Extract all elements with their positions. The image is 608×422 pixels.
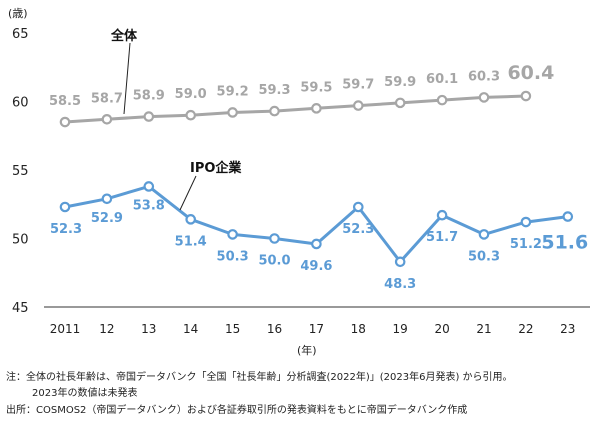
- data-label: 59.2: [217, 84, 249, 99]
- data-point: [185, 109, 196, 121]
- data-label: 51.2: [510, 237, 542, 252]
- data-label: 50.3: [217, 249, 249, 264]
- x-tick-label: 23: [560, 322, 575, 336]
- callout-line-ipo: [179, 175, 197, 211]
- data-point: [269, 105, 280, 117]
- data-point: [478, 92, 490, 103]
- x-tick-label: 13: [141, 322, 156, 336]
- data-label: 49.6: [300, 259, 332, 274]
- data-point: [143, 181, 155, 192]
- y-tick-label: 55: [12, 164, 29, 179]
- data-label: 59.5: [300, 80, 332, 95]
- x-tick-label: 18: [351, 322, 366, 336]
- data-label: 52.3: [342, 222, 374, 237]
- callout-line-overall: [123, 42, 131, 115]
- data-label: 51.4: [175, 234, 207, 249]
- data-label: 60.1: [426, 72, 458, 87]
- data-point: [101, 114, 113, 125]
- x-tick-label: 12: [99, 322, 114, 336]
- x-tick-label: 17: [309, 322, 324, 336]
- data-label: 53.8: [133, 198, 165, 213]
- data-label: 48.3: [384, 277, 416, 292]
- data-label: 59.7: [342, 78, 374, 93]
- x-tick-label: 21: [476, 322, 491, 336]
- data-label: 60.4: [507, 62, 554, 84]
- data-label: 59.9: [384, 75, 416, 90]
- data-point: [478, 229, 490, 240]
- data-label: 58.5: [49, 94, 81, 109]
- data-label: 60.3: [468, 69, 500, 84]
- data-point: [185, 214, 196, 225]
- line-chart: (歳) 45 50 55 60 65 2011 12 13 14 15 16 17 18 19 20 21 22 2…: [8, 7, 590, 357]
- data-point: [311, 238, 322, 250]
- series-label-overall: 全体: [110, 28, 138, 44]
- data-point: [59, 116, 71, 128]
- y-tick-label: 65: [12, 27, 29, 42]
- data-label: 58.7: [91, 91, 123, 106]
- data-point: [436, 209, 448, 221]
- y-tick-label: 50: [12, 233, 29, 248]
- series-line-0: [64, 94, 526, 124]
- data-point: [143, 111, 155, 122]
- data-point: [352, 100, 364, 111]
- data-label: 59.0: [175, 87, 207, 102]
- data-label: 50.3: [468, 249, 500, 264]
- data-point: [311, 103, 322, 114]
- x-axis-unit: (年): [297, 343, 317, 357]
- data-point: [101, 193, 113, 205]
- data-point: [269, 233, 280, 244]
- x-tick-label: 19: [393, 322, 408, 336]
- data-point: [352, 201, 364, 213]
- x-tick-label: 20: [434, 322, 449, 336]
- y-axis-unit: (歳): [8, 7, 28, 20]
- footnote-data-source: 出所：COSMOS2（帝国データバンク）および各証券取引所の発表資料をもとに帝国…: [6, 405, 468, 416]
- footnote-source-overall: 注：全体の社長年齢は、帝国データバンク「全国「社長年齢」分析調査(2022年)」…: [6, 372, 513, 383]
- data-point: [562, 211, 574, 222]
- data-point: [59, 201, 71, 213]
- x-tick-label: 16: [267, 322, 282, 336]
- data-point: [520, 216, 532, 228]
- data-point: [520, 90, 532, 102]
- data-point: [394, 256, 406, 268]
- x-tick-label: 22: [518, 322, 533, 336]
- footnote-2023-unpublished: 2023年の数値は未発表: [32, 388, 138, 399]
- data-point: [227, 107, 238, 118]
- data-label: 52.3: [50, 222, 82, 237]
- x-tick-label: 14: [183, 322, 198, 336]
- y-tick-label: 45: [12, 301, 29, 316]
- data-label: 59.3: [258, 83, 290, 98]
- series-label-ipo: IPO企業: [190, 160, 242, 176]
- data-label: 51.6: [541, 232, 588, 254]
- data-label: 50.0: [258, 254, 290, 269]
- y-tick-label: 60: [12, 96, 29, 111]
- x-tick-label: 2011: [50, 322, 81, 336]
- data-label: 51.7: [426, 230, 458, 245]
- data-label: 58.9: [133, 89, 165, 104]
- x-tick-label: 15: [225, 322, 240, 336]
- data-point: [394, 97, 406, 109]
- data-point: [227, 229, 238, 240]
- data-point: [436, 94, 448, 106]
- data-label: 52.9: [91, 211, 123, 226]
